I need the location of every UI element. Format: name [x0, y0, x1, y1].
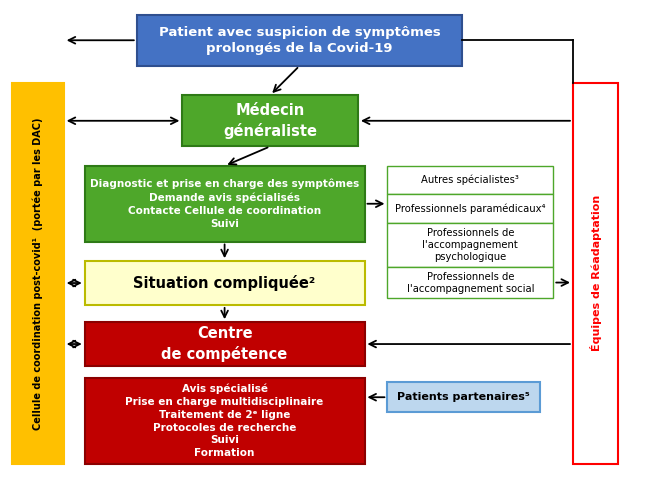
Text: Professionnels de
l'accompagnement social: Professionnels de l'accompagnement socia…: [407, 271, 534, 294]
Text: Autres spécialistes³: Autres spécialistes³: [421, 175, 519, 185]
Text: Patient avec suspicion de symptômes
prolongés de la Covid-19: Patient avec suspicion de symptômes prol…: [159, 25, 440, 55]
Text: Cellule de coordination post-covid¹  (portée par les DAC): Cellule de coordination post-covid¹ (por…: [33, 117, 43, 429]
FancyBboxPatch shape: [387, 166, 553, 194]
Text: Diagnostic et prise en charge des symptômes
Demande avis spécialisés
Contacte Ce: Diagnostic et prise en charge des symptô…: [90, 179, 359, 228]
FancyBboxPatch shape: [182, 95, 358, 146]
FancyBboxPatch shape: [12, 83, 64, 464]
Text: Patients partenaires⁵: Patients partenaires⁵: [398, 392, 530, 402]
FancyBboxPatch shape: [387, 194, 553, 223]
FancyBboxPatch shape: [137, 15, 462, 66]
FancyBboxPatch shape: [387, 223, 553, 267]
FancyBboxPatch shape: [85, 378, 365, 464]
FancyBboxPatch shape: [387, 267, 553, 298]
FancyBboxPatch shape: [85, 261, 365, 305]
Text: Médecin
généraliste: Médecin généraliste: [223, 103, 317, 139]
Text: Centre
de compétence: Centre de compétence: [161, 326, 288, 362]
FancyBboxPatch shape: [85, 166, 365, 242]
Text: Professionnels paramédicaux⁴: Professionnels paramédicaux⁴: [395, 203, 546, 214]
FancyBboxPatch shape: [387, 382, 540, 412]
FancyBboxPatch shape: [573, 83, 618, 464]
Text: Équipes de Réadaptation: Équipes de Réadaptation: [590, 195, 602, 351]
Text: Situation compliquée²: Situation compliquée²: [133, 275, 316, 291]
FancyBboxPatch shape: [85, 322, 365, 366]
Text: Professionnels de
l'accompagnement
psychologique: Professionnels de l'accompagnement psych…: [422, 228, 518, 262]
Text: Avis spécialisé
Prise en charge multidisciplinaire
Traitement de 2ᵉ ligne
Protoc: Avis spécialisé Prise en charge multidis…: [126, 384, 324, 458]
